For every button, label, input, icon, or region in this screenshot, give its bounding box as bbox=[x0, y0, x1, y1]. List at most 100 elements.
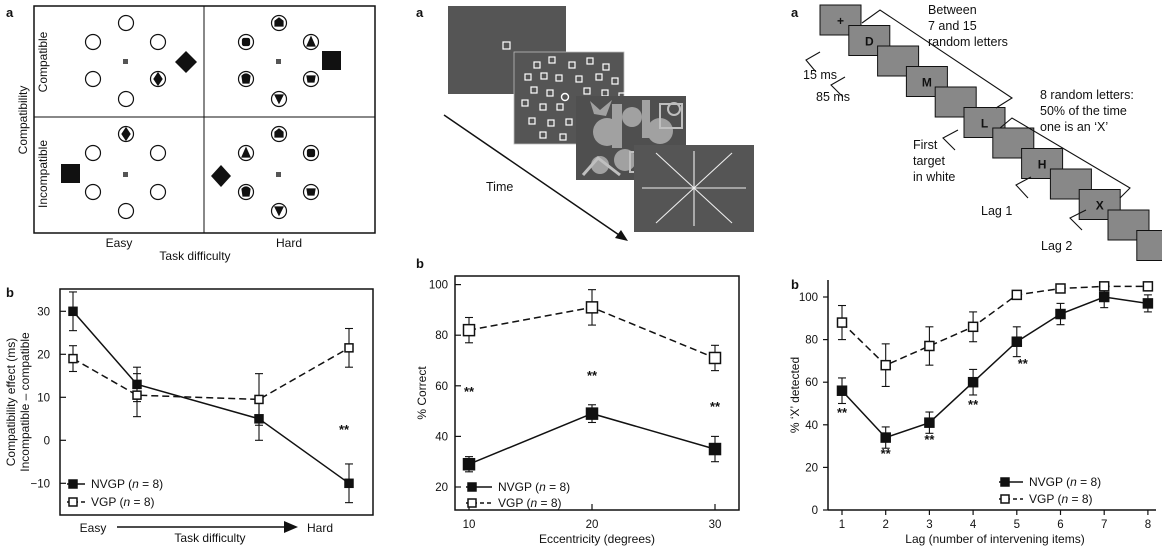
chart3-series1-point bbox=[924, 340, 935, 352]
chart2-ylabel: % Correct bbox=[415, 366, 429, 420]
chart3-ytick-label: 0 bbox=[812, 505, 818, 517]
rsvp-frame-8 bbox=[1049, 168, 1092, 200]
chart1-y-axis: −10 0 10 20 30 bbox=[30, 306, 66, 490]
chart3-series1-point bbox=[1098, 281, 1110, 292]
chart1-significance: ** bbox=[339, 422, 350, 437]
ann-lag2: Lag 2 bbox=[1041, 239, 1072, 253]
chart2-series1-point bbox=[462, 323, 476, 337]
left-panel-b-label: b bbox=[6, 285, 14, 300]
chart1-x-start: Easy bbox=[80, 521, 107, 535]
chart3-xtick-label: 1 bbox=[839, 519, 845, 531]
display-dot bbox=[602, 63, 610, 71]
chart1-ytick-label: 10 bbox=[37, 392, 50, 404]
chart1-x-arrow-label: Task difficulty bbox=[174, 531, 245, 545]
chart3-series0-point bbox=[1142, 298, 1154, 309]
right-panel-b-label: b bbox=[791, 277, 799, 292]
chart1-ylabel-line2: Incompatible – compatible bbox=[18, 332, 32, 472]
chart3-xtick-label: 3 bbox=[926, 519, 932, 531]
annotation-brackets bbox=[805, 9, 1131, 231]
chart3-legend-vgp-label: VGP (n = 8) bbox=[1029, 492, 1093, 506]
ann-85ms: 85 ms bbox=[816, 90, 850, 104]
ann-first-target-2: target bbox=[913, 154, 945, 168]
display-dot bbox=[524, 73, 532, 81]
chart3-legend-nvgp-marker bbox=[1000, 477, 1010, 487]
chart2-xtick-label: 30 bbox=[709, 519, 722, 531]
chart3-ylabel: % ‘X’ detected bbox=[788, 357, 802, 433]
chart2-ytick-label: 20 bbox=[435, 482, 448, 494]
chart3-ytick-label: 80 bbox=[805, 335, 818, 347]
chart2-ytick-label: 80 bbox=[435, 330, 448, 342]
chart3-series0-point bbox=[1055, 308, 1066, 320]
rsvp-letter-9: X bbox=[1096, 199, 1104, 213]
chart2-series1-point bbox=[585, 301, 599, 314]
display-dot bbox=[539, 103, 547, 111]
ann-random-2: 50% of the time bbox=[1040, 104, 1127, 118]
chart2-significance-30: ** bbox=[710, 399, 721, 414]
chart2-legend-nvgp-marker bbox=[467, 482, 477, 492]
row-label-incompatible: Incompatible bbox=[36, 140, 50, 208]
right-panel-a-label: a bbox=[791, 5, 799, 20]
chart3-series1-point bbox=[1055, 283, 1066, 294]
chart3-ytick-label: 20 bbox=[805, 462, 818, 474]
chart1-x-end: Hard bbox=[307, 521, 333, 535]
chart3-significance-lag2: ** bbox=[881, 446, 892, 461]
chart3-series1-point bbox=[967, 321, 979, 333]
ann-between-1: Between bbox=[928, 3, 977, 17]
chart2-series0-point bbox=[708, 442, 722, 456]
chart3-series0-point bbox=[1011, 336, 1023, 347]
display-dot bbox=[575, 75, 583, 83]
display-dot bbox=[565, 118, 573, 126]
ann-15ms: 15 ms bbox=[803, 68, 837, 82]
chart1-series1-point bbox=[344, 343, 354, 353]
chart3-xtick-label: 8 bbox=[1145, 519, 1151, 531]
chart3-significance: ** ** ** ** ** bbox=[837, 356, 1029, 461]
ann-between-2: 7 and 15 bbox=[928, 19, 977, 33]
chart3-series0-point bbox=[967, 376, 979, 388]
chart3-xtick-label: 4 bbox=[970, 519, 977, 531]
chart1-series1-point bbox=[68, 353, 78, 364]
chart1-ylabel-line1: Compatibility effect (ms) bbox=[4, 338, 18, 466]
rsvp-letter-3: M bbox=[922, 76, 932, 90]
chart3-xtick-label: 5 bbox=[1014, 519, 1020, 531]
display-dot bbox=[530, 86, 538, 94]
chart1-x-arrow bbox=[117, 521, 298, 533]
chart1-series1-point bbox=[254, 394, 264, 405]
display-dot bbox=[611, 77, 619, 85]
chart2-xtick-label: 10 bbox=[463, 519, 476, 531]
rsvp-frame-11 bbox=[1136, 230, 1162, 261]
display-dot bbox=[528, 117, 536, 125]
col-label-easy: Easy bbox=[106, 236, 133, 250]
left-panel-a-label: a bbox=[6, 5, 14, 20]
chart2-legend-vgp-marker bbox=[467, 498, 477, 508]
chart3-series1-point bbox=[836, 317, 848, 328]
rsvp-letter-0: + bbox=[837, 14, 844, 28]
chart2-series1-point bbox=[708, 351, 722, 365]
rsvp-stream: + D M L H X bbox=[819, 4, 1162, 261]
chart3-xlabel: Lag (number of intervening items) bbox=[905, 532, 1084, 546]
compatibility-axis-label: Compatibility bbox=[16, 86, 30, 155]
rsvp-letter-5: L bbox=[981, 117, 988, 131]
chart3-legend-nvgp-label: NVGP (n = 8) bbox=[1029, 475, 1101, 489]
chart3-significance-lag1: ** bbox=[837, 405, 848, 420]
chart2-xtick-label: 20 bbox=[586, 519, 599, 531]
rsvp-letter-7: H bbox=[1038, 158, 1047, 172]
ann-random-1: 8 random letters: bbox=[1040, 88, 1134, 102]
chart3-series0-line bbox=[841, 296, 1149, 439]
time-arrow bbox=[443, 114, 628, 241]
chart3-ytick-label: 40 bbox=[805, 420, 818, 432]
right-panel-a: a + D M L H X Between 7 and 15 random letters… bbox=[791, 3, 1162, 261]
display-dot bbox=[595, 73, 603, 81]
chart3-legend-vgp-marker bbox=[1000, 494, 1010, 504]
target-lines bbox=[642, 151, 746, 226]
display-dot bbox=[555, 74, 563, 82]
chart3-ytick-label: 100 bbox=[799, 292, 818, 304]
chart2-significance-20: ** bbox=[587, 368, 598, 383]
chart2-plot bbox=[462, 289, 722, 473]
task-difficulty-label: Task difficulty bbox=[159, 249, 230, 263]
chart3-xtick-label: 2 bbox=[882, 519, 888, 531]
chart2-series0-point bbox=[462, 457, 476, 471]
middle-panel-b: b 20 40 60 80 100 10 20 30 Eccentricity (degrees… bbox=[415, 256, 740, 546]
chart3-significance-lag4: ** bbox=[968, 397, 979, 412]
display-dot bbox=[583, 87, 591, 95]
